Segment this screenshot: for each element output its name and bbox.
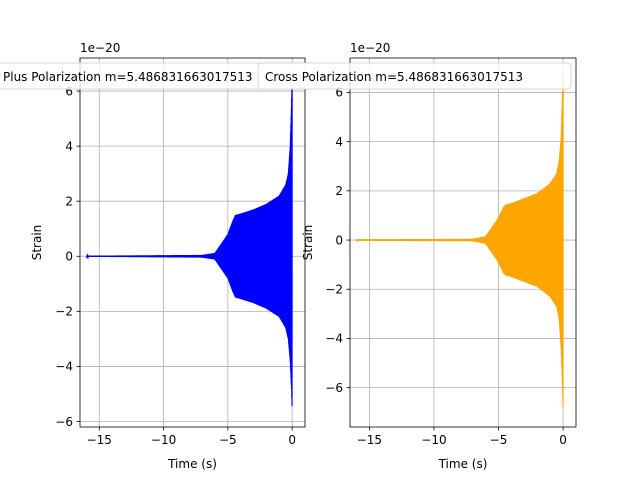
plus-y-tick-label: 2 xyxy=(65,194,73,208)
plus-x-axis-label: Time (s) xyxy=(167,457,217,471)
plus-x-tick-label: −15 xyxy=(87,433,112,447)
plus-y-tick-label: −4 xyxy=(55,360,73,374)
plus-offset-text: 1e−20 xyxy=(80,41,120,55)
plus-legend: Plus Polarization m=5.486831663017513 xyxy=(0,62,315,90)
plus-axes-frame xyxy=(79,57,306,428)
plus-ticks: −15 −10 −5 0 −6 −4 −2 0 2 4 6 xyxy=(55,84,296,447)
cross-y-tick-label: 2 xyxy=(335,184,343,198)
plus-y-tick-label: −2 xyxy=(55,305,73,319)
cross-y-axis-label: Strain xyxy=(301,225,315,261)
cross-ticks: −15 −10 −5 0 −6 −4 −2 0 2 4 6 xyxy=(325,86,567,447)
cross-legend-box xyxy=(257,62,572,90)
cross-x-tick-label: −15 xyxy=(357,433,382,447)
cross-x-tick-label: −10 xyxy=(421,433,446,447)
plus-y-tick-label: 6 xyxy=(65,84,73,98)
cross-y-tick-label: 6 xyxy=(335,86,343,100)
plus-y-axis-label: Strain xyxy=(30,225,44,261)
cross-offset-text: 1e−20 xyxy=(350,41,390,55)
plus-x-tick-label: −10 xyxy=(151,433,176,447)
cross-y-tick-label: −6 xyxy=(325,381,343,395)
cross-y-tick-label: 4 xyxy=(335,135,343,149)
plus-y-tick-label: 0 xyxy=(65,250,73,264)
cross-y-tick-label: −2 xyxy=(325,283,343,297)
plus-legend-label: Plus Polarization m=5.486831663017513 xyxy=(3,70,253,84)
cross-panel: −15 −10 −5 0 −6 −4 −2 0 2 4 6 1e−20 Time (s) Strai… xyxy=(301,41,577,471)
cross-y-tick-label: −4 xyxy=(325,332,343,346)
cross-x-tick-label: 0 xyxy=(559,433,567,447)
plus-strain-trace xyxy=(85,71,293,407)
plus-y-tick-label: 4 xyxy=(65,139,73,153)
plus-y-tick-label: −6 xyxy=(55,415,73,429)
cross-axes-frame xyxy=(349,57,577,428)
plus-panel: −15 −10 −5 0 −6 −4 −2 0 2 4 6 1e−20 Time (s) Strai… xyxy=(30,41,306,471)
plus-x-tick-label: −5 xyxy=(219,433,237,447)
cross-y-tick-label: 0 xyxy=(335,233,343,247)
plus-x-tick-label: 0 xyxy=(288,433,296,447)
cross-legend: Cross Polarization m=5.486831663017513 xyxy=(257,62,572,90)
cross-strain-trace xyxy=(355,72,564,407)
cross-x-tick-label: −5 xyxy=(490,433,508,447)
cross-x-axis-label: Time (s) xyxy=(438,457,488,471)
cross-legend-label: Cross Polarization m=5.486831663017513 xyxy=(265,70,523,84)
